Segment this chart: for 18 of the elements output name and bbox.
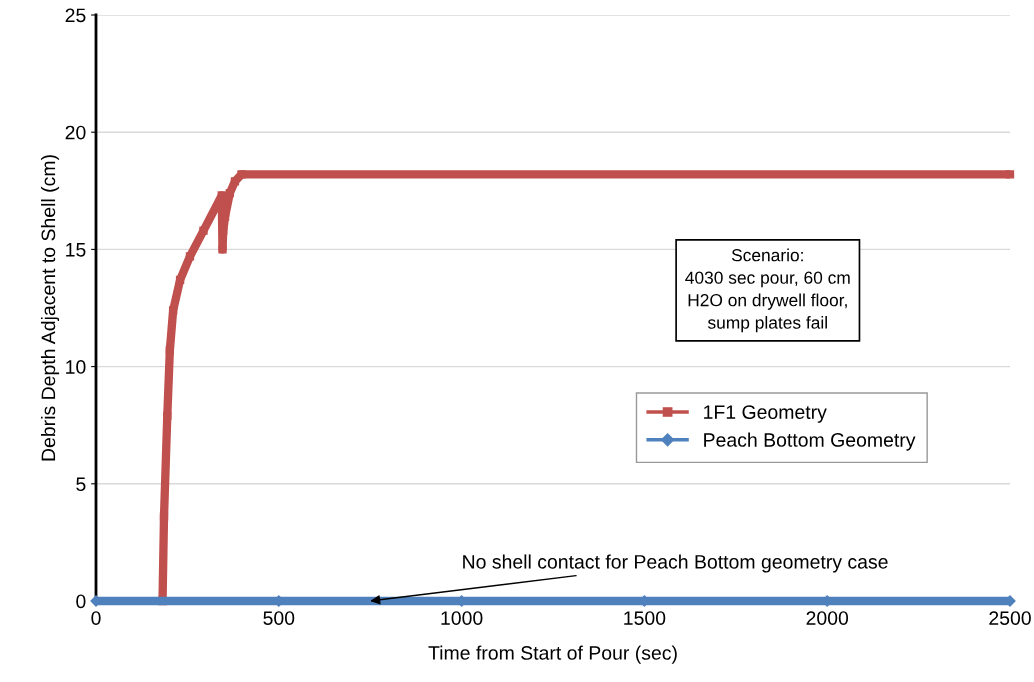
- annotation: No shell contact for Peach Bottom geometry case: [463, 554, 888, 573]
- y-tick-label: 0: [76, 594, 86, 609]
- y-axis-title: Debris Depth Adjacent to Shell (cm): [40, 155, 60, 461]
- x-tick-label: 2500: [989, 611, 1031, 625]
- annotation: Scenario: 4030 sec pour, 60 cm H2O on drywell floor, sump plates fail: [685, 248, 850, 333]
- x-tick-label: 500: [263, 611, 295, 625]
- y-tick-label: 10: [66, 360, 86, 374]
- legend-label: Peach Bottom Geometry: [704, 432, 916, 451]
- y-tick-label: 25: [65, 8, 86, 23]
- x-axis-title: Time from Start of Pour (sec): [428, 645, 677, 664]
- y-tick-label: 5: [76, 477, 86, 492]
- x-tick-label: 1000: [441, 611, 483, 625]
- y-tick-label: 20: [65, 125, 86, 140]
- legend-label: 1F1 Geometry: [704, 405, 827, 423]
- x-tick-label: 1500: [624, 611, 666, 625]
- x-tick-label: 2000: [806, 611, 849, 625]
- y-tick-label: 15: [66, 243, 86, 257]
- x-tick-label: 0: [91, 611, 101, 625]
